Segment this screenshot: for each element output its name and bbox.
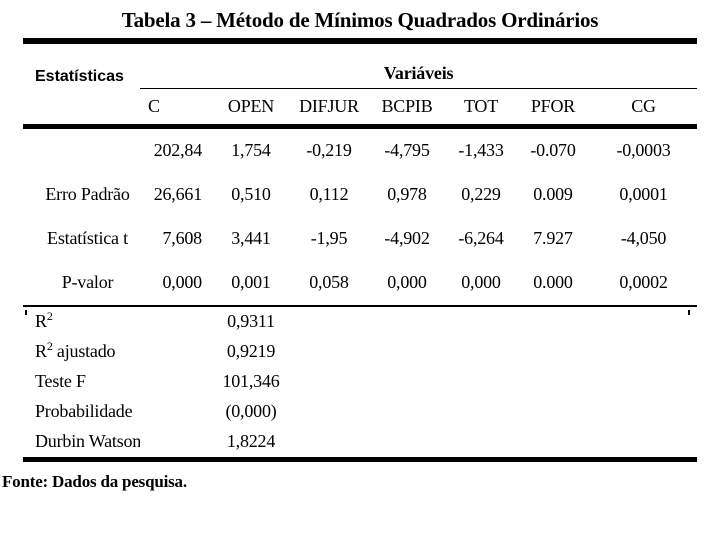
table-header: Estatísticas Variáveis C OPEN DIFJUR BCP…	[23, 41, 698, 129]
table-cell: 0,0002	[619, 272, 668, 292]
summary-row-r2-adjusted: R2 ajustado 0,9219	[23, 337, 697, 367]
table-cell: 0,000	[461, 272, 501, 292]
table-cell: -4,050	[620, 228, 667, 248]
table-cell: 202,84	[153, 140, 203, 160]
summary-value: 0,9219	[226, 341, 276, 361]
table-cell: 26,661	[153, 184, 203, 204]
table-row-std-error: Erro Padrão 26,661 0,510 0,112 0,978 0,2…	[23, 173, 697, 217]
table-cell: -1,95	[310, 228, 348, 248]
column-header-tot: TOT	[446, 88, 516, 129]
separator-tick-left	[25, 310, 27, 315]
empty-cell	[290, 367, 697, 397]
empty-cell	[290, 337, 697, 367]
row-label: P-valor	[61, 272, 114, 292]
summary-row-f-test: Teste F 101,346	[23, 367, 697, 397]
statistics-header: Estatísticas	[23, 41, 140, 129]
table-cell: 0,510	[231, 184, 271, 204]
table-cell: -4,902	[384, 228, 430, 248]
row-label: Teste F	[23, 367, 140, 397]
summary-label-text: Teste F	[35, 371, 86, 391]
column-header-open: OPEN	[212, 88, 290, 129]
column-header-pfor: PFOR	[516, 88, 590, 129]
table-row-coefficients: 202,84 1,754 -0,219 -4,795 -1,433 -0.070…	[23, 126, 697, 173]
separator-tick-right	[688, 310, 690, 315]
row-label: Erro Padrão	[45, 184, 130, 204]
summary-label-text: Probabilidade	[35, 401, 133, 421]
table-cell: 0,978	[387, 184, 427, 204]
table-cell: -0.070	[530, 140, 576, 160]
page-title: Tabela 3 – Método de Mínimos Quadrados O…	[121, 8, 599, 32]
table-cell: -6,264	[458, 228, 504, 248]
table-cell: 0,0001	[619, 184, 668, 204]
row-label: Probabilidade	[23, 397, 140, 427]
row-label: R2	[23, 304, 140, 337]
column-header-cg: CG	[590, 88, 698, 129]
table-cell: -0,219	[306, 140, 352, 160]
superscript: 2	[46, 309, 53, 323]
header-row-columns: C OPEN DIFJUR BCPIB TOT PFOR CG	[23, 88, 698, 129]
row-label: Estatística t	[47, 228, 128, 248]
table-cell: 0,000	[162, 272, 202, 292]
empty-cell	[290, 304, 698, 337]
table-cell: -1,433	[458, 140, 504, 160]
summary-value: 1,8224	[226, 431, 276, 451]
empty-cell	[140, 304, 212, 337]
summary-label-text: R	[35, 311, 47, 331]
table-cell: 0.009	[533, 184, 573, 204]
row-label: Durbin Watson	[23, 427, 140, 460]
table-cell: 0,000	[387, 272, 427, 292]
table-cell: -4,795	[384, 140, 430, 160]
variables-header: Variáveis	[140, 41, 698, 89]
summary-label-text: Durbin Watson	[35, 431, 140, 451]
empty-cell	[290, 397, 697, 427]
summary-value: 101,346	[222, 371, 280, 391]
summary-value: 0,9311	[212, 304, 290, 337]
regression-table: Estatísticas Variáveis C OPEN DIFJUR BCP…	[23, 38, 698, 462]
column-header-c: C	[140, 88, 212, 129]
summary-row-r2: R2 0,9311	[23, 304, 698, 337]
row-label: R2 ajustado	[23, 337, 140, 367]
summary-row-probability: Probabilidade (0,000)	[23, 397, 697, 427]
summary-row-durbin-watson: Durbin Watson 1,8224	[23, 427, 697, 460]
table-cell: 0,229	[461, 184, 501, 204]
summary-value: (0,000)	[225, 401, 277, 421]
empty-cell	[140, 397, 212, 427]
summary-label-text: R	[35, 341, 47, 361]
table-cell: 3,441	[231, 228, 271, 248]
column-header-bcpib: BCPIB	[368, 88, 446, 129]
superscript: 2	[46, 339, 53, 353]
header-row-variables: Estatísticas Variáveis	[23, 41, 698, 129]
empty-cell	[290, 427, 697, 460]
empty-cell	[140, 367, 212, 397]
table-cell: 0.000	[533, 272, 573, 292]
column-header-difjur: DIFJUR	[290, 88, 368, 129]
table-cell: 7.927	[533, 228, 573, 248]
table-cell: 0,112	[309, 184, 349, 204]
summary-label-text: ajustado	[52, 341, 116, 361]
empty-cell	[140, 337, 212, 367]
source-note: Fonte: Dados da pesquisa.	[2, 472, 187, 491]
table-cell: 1,754	[231, 140, 271, 160]
table-cell: 0,001	[231, 272, 271, 292]
table-row-p-value: P-valor 0,000 0,001 0,058 0,000 0,000 0.…	[23, 261, 697, 306]
empty-cell	[140, 427, 212, 460]
row-label	[23, 126, 140, 173]
table-cell: -0,0003	[616, 140, 671, 160]
table-row-t-statistic: Estatística t 7,608 3,441 -1,95 -4,902 -…	[23, 217, 697, 261]
summary-section: R2 0,9311 R2 ajustado 0,9219 Teste F 101…	[23, 304, 698, 460]
table-cell: 7,608	[162, 228, 202, 248]
table-cell: 0,058	[309, 272, 349, 292]
table-body: 202,84 1,754 -0,219 -4,795 -1,433 -0.070…	[23, 126, 697, 306]
